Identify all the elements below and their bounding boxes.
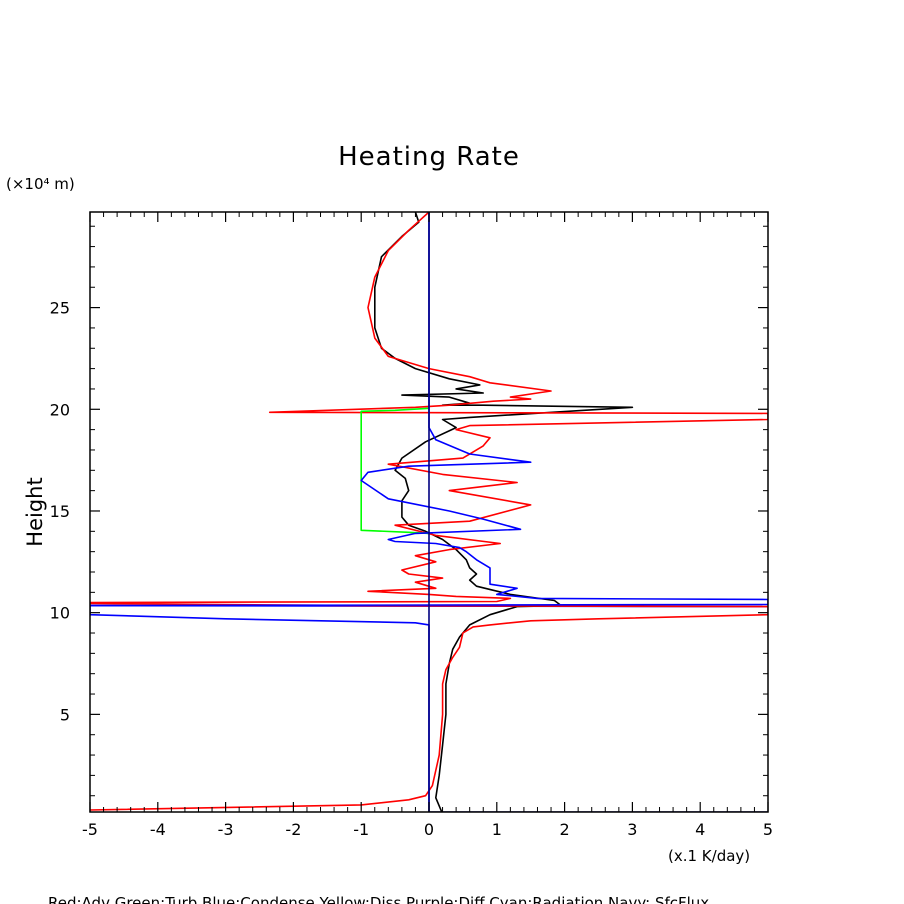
y-unit-label: (×10⁴ m) (6, 175, 75, 193)
y-tick-label: 20 (50, 400, 70, 419)
y-tick-label: 25 (50, 299, 70, 318)
series-line-condense (90, 212, 768, 812)
x-tick-label: 0 (424, 820, 434, 839)
x-tick-label: 3 (627, 820, 637, 839)
x-tick-label: -3 (218, 820, 234, 839)
y-tick-label: 5 (60, 705, 70, 724)
x-tick-label: 5 (763, 820, 773, 839)
y-tick-label: 15 (50, 502, 70, 521)
x-tick-label: 2 (560, 820, 570, 839)
chart-title: Heating Rate (338, 142, 520, 172)
x-axis-unit-label: (x.1 K/day) (668, 847, 750, 865)
x-tick-label: -2 (285, 820, 301, 839)
x-tick-label: -1 (353, 820, 369, 839)
x-tick-label: -5 (82, 820, 98, 839)
x-tick-label: 4 (695, 820, 705, 839)
y-tick-label: 10 (50, 604, 70, 623)
plot-area: -5 -4 -3 -2 -1 0 1 2 3 4 5 5 10 15 20 25 (50, 211, 773, 839)
legend-text: Red:Adv Green:Turb Blue:Condense Yellow:… (48, 894, 709, 904)
series-line-adv (90, 212, 768, 811)
x-tick-label: -4 (150, 820, 166, 839)
series-line-total (373, 212, 634, 812)
x-tick-label: 1 (492, 820, 502, 839)
y-axis-label: Height (23, 477, 47, 546)
